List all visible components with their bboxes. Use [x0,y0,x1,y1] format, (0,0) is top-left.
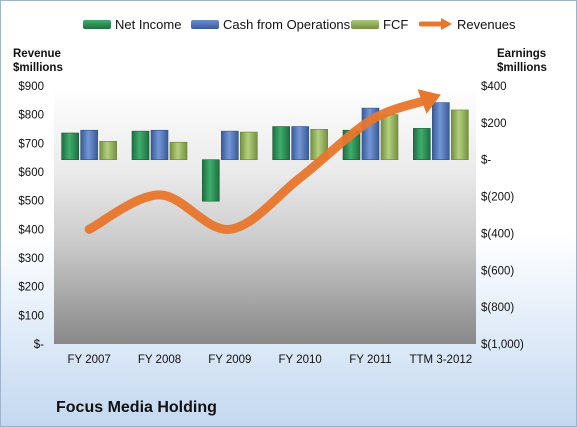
right-axis-title: Earnings $millions [497,47,547,75]
bar-cash-from-operations [291,126,309,161]
category-label: FY 2007 [68,354,111,366]
right-axis-tick-label: $(200) [481,192,514,204]
category-label: FY 2008 [138,354,181,366]
bar-net-income [202,159,220,202]
bar-net-income [61,132,79,161]
left-axis-title-line2: $millions [13,62,63,74]
bar-fcf [451,109,469,161]
category-axis: FY 2007 FY 2008 FY 2009 FY 2010 FY 2011 TTM 3… [68,354,473,366]
left-axis-tick-label: $800 [18,110,44,122]
revenues-line-group [84,89,441,234]
right-axis-tick-label: $(1,000) [481,339,524,351]
left-axis-tick-label: $- [34,339,44,351]
legend-item-net-income: Net Income [83,13,181,35]
bar-fcf [99,140,117,161]
bar-net-income [272,126,290,161]
left-axis-tick-label: $400 [18,224,44,236]
legend-item-cash-from-operations: Cash from Operations [191,13,350,35]
left-axis-title: Revenue $millions [13,47,63,75]
category-label: FY 2011 [349,354,391,366]
legend-label-fcf: FCF [383,16,409,32]
bar-net-income [131,130,150,161]
bars-group [61,102,469,202]
right-axis-tick-label: $200 [481,118,507,130]
left-axis-tick-label: $200 [18,282,44,294]
legend-label-net-income: Net Income [115,16,182,32]
right-axis-tick-label: $(400) [481,228,514,240]
category-label: FY 2010 [279,354,322,366]
bar-cash-from-operations [150,129,169,161]
revenues-line [84,96,429,234]
left-axis-tick-label: $100 [18,310,44,322]
right-axis-tick-label: $(600) [481,265,514,277]
bar-fcf [380,114,399,161]
legend: Net Income Cash from Operations FCF Reve… [1,13,576,35]
chart-caption: Focus Media Holding [56,399,217,416]
legend-label-revenues: Revenues [457,16,516,32]
left-axis-tick-label: $600 [18,167,44,179]
left-axis-title-line1: Revenue [13,48,61,60]
right-axis-title-line1: Earnings [497,48,547,60]
bar-cash-from-operations [221,130,239,161]
revenues-arrowhead [417,89,441,114]
bar-cash-from-operations [80,129,98,161]
right-axis-tick-label: $400 [481,81,507,93]
left-axis-tick-label: $500 [18,196,44,208]
right-axis-tick-label: $(800) [481,302,514,314]
legend-swatch-fcf [351,19,379,29]
right-axis-tick-label: $- [481,155,491,167]
right-axis: $(1,000) $(800) $(600) $(400) $(200) $- $200 $4… [481,81,524,351]
right-axis-title-line2: $millions [497,62,547,74]
bar-net-income [413,128,431,161]
bar-fcf [169,141,188,161]
legend-item-fcf: FCF [351,13,408,35]
bar-cash-from-operations [432,102,450,161]
bar-fcf [240,131,258,161]
legend-item-revenues: Revenues [419,13,516,35]
category-label: FY 2009 [208,354,251,366]
left-axis-tick-label: $900 [18,81,44,93]
left-axis: $- $100 $200 $300 $400 $500 $600 $700 $800 $900 [18,81,44,351]
legend-swatch-cash-from-operations [191,19,219,29]
legend-label-cash-from-operations: Cash from Operations [223,16,351,32]
legend-arrow-revenues [419,18,452,30]
category-label: TTM 3-2012 [410,354,473,366]
left-axis-tick-label: $700 [18,138,44,150]
left-axis-tick-label: $300 [18,253,44,265]
legend-swatch-net-income [83,19,111,29]
